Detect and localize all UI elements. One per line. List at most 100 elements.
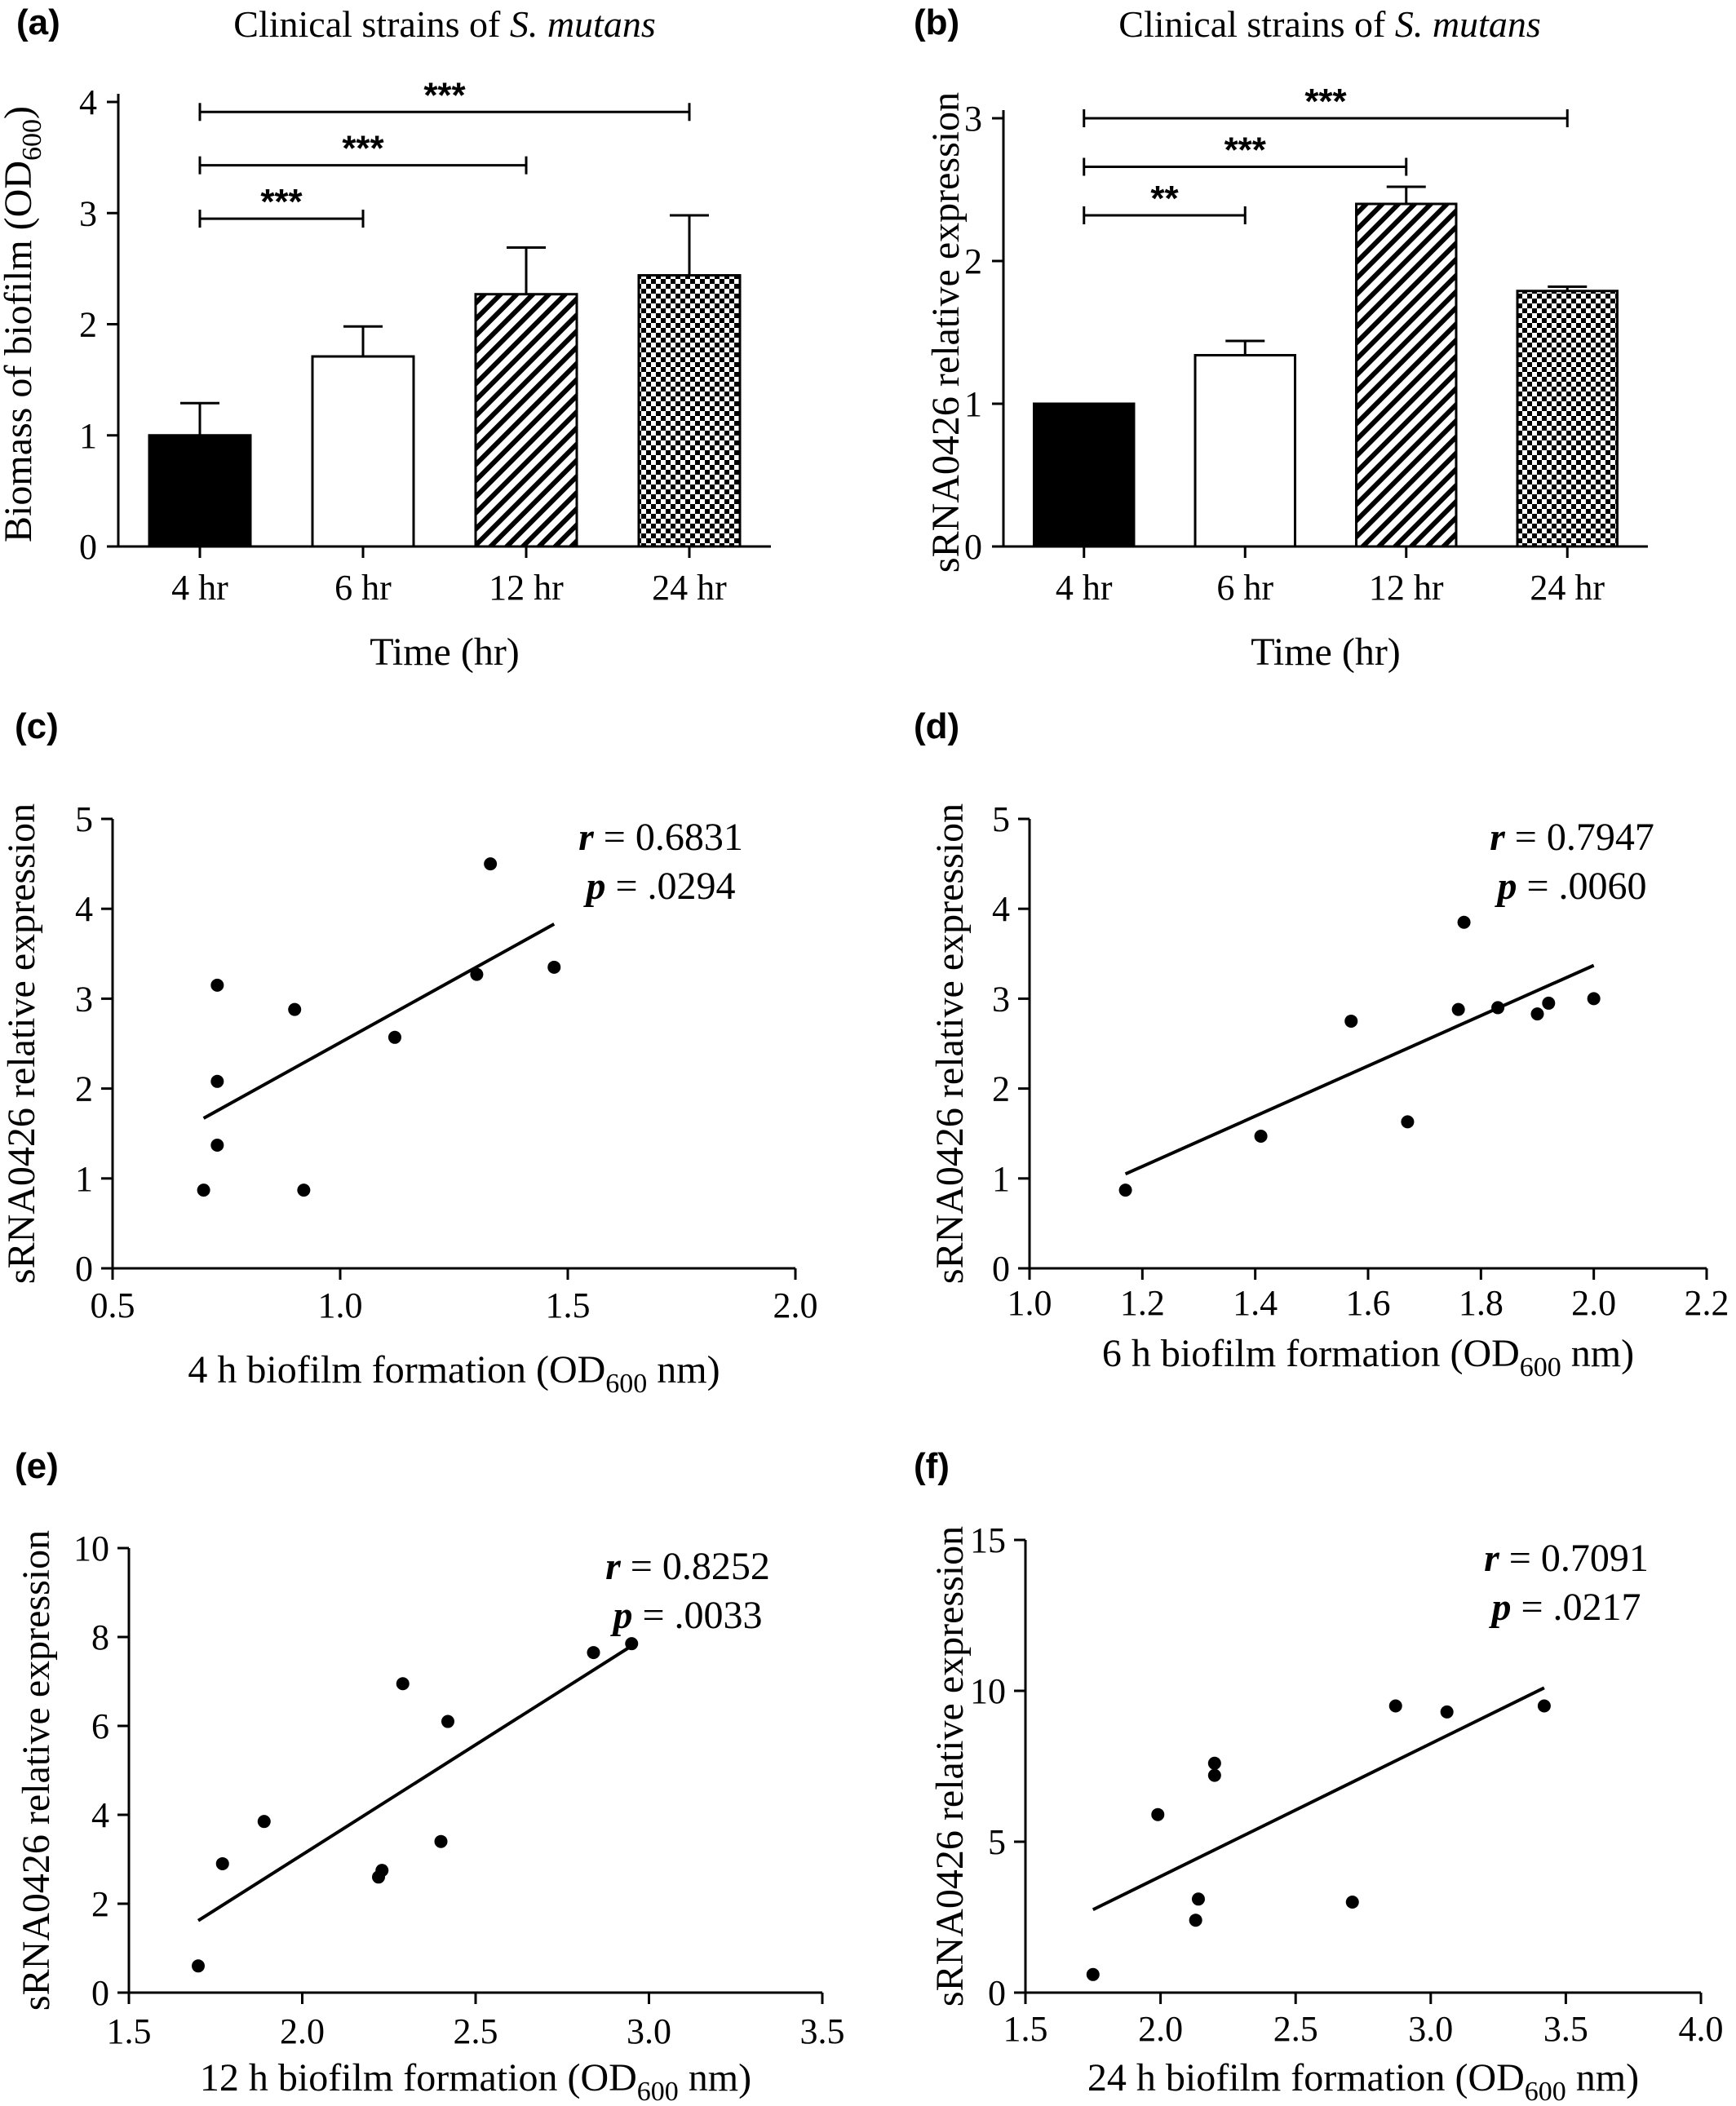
x-tick-label: 1.8: [1459, 1283, 1504, 1323]
y-tick-label: 4: [75, 889, 93, 929]
bar-4hr: [148, 434, 252, 548]
x-axis-label: Time (hr): [370, 630, 520, 674]
significance-stars: ***: [342, 129, 384, 169]
x-axis-label: 24 h biofilm formation (OD600 nm): [1087, 2056, 1639, 2106]
x-tick-label: 3.0: [1408, 2009, 1453, 2049]
x-axis-label: 4 h biofilm formation (OD600 nm): [188, 1348, 720, 1399]
y-tick-label: 10: [970, 1671, 1006, 1711]
y-tick-label: 5: [992, 799, 1010, 839]
data-point: [197, 1184, 210, 1197]
p-statistic: p = .0033: [609, 1594, 762, 1637]
bar-24hr: [637, 274, 742, 548]
y-axis-label: sRNA0426 relative expression: [924, 92, 968, 573]
data-point: [1254, 1130, 1268, 1144]
x-tick-label: 1.5: [546, 1285, 591, 1325]
data-point: [1587, 992, 1601, 1006]
x-tick-label: 4 hr: [1056, 568, 1113, 608]
y-tick-label: 1: [79, 416, 97, 456]
x-tick-label: 6 hr: [334, 568, 392, 608]
y-tick-label: 0: [988, 1973, 1006, 2013]
data-point: [434, 1834, 448, 1848]
data-point: [1388, 1699, 1402, 1713]
x-tick-label: 4 hr: [171, 568, 228, 608]
data-point: [1530, 1007, 1544, 1021]
data-point: [288, 1002, 302, 1016]
x-tick-label: 24 hr: [652, 568, 727, 608]
y-tick-label: 0: [79, 527, 97, 567]
x-axis-label: 12 h biofilm formation (OD600 nm): [200, 2056, 751, 2106]
y-tick-label: 0: [91, 1973, 109, 2013]
regression-line: [1092, 1686, 1545, 1912]
data-point: [297, 1184, 311, 1197]
y-axis-label: sRNA0426 relative expression: [15, 1530, 58, 2011]
y-tick-label: 3: [75, 979, 93, 1019]
y-tick-label: 4: [79, 82, 97, 122]
x-tick-label: 2.5: [454, 2011, 498, 2051]
data-point: [441, 1714, 454, 1728]
significance-stars: ***: [1224, 131, 1267, 170]
panel-d: (d) 1.0 1.2 1.4 1.6 1.8 2.0 2.2 0 1 2 3 4 5 r = 0.7947…: [914, 706, 1729, 1383]
panel-label: (f): [914, 1446, 950, 1486]
y-tick-label: 0: [75, 1249, 93, 1289]
data-point: [1151, 1807, 1165, 1821]
y-tick-label: 3: [964, 99, 982, 139]
x-tick-label: 1.4: [1233, 1283, 1278, 1323]
x-tick-label: 1.2: [1120, 1283, 1165, 1323]
significance-stars: **: [1150, 179, 1179, 219]
y-tick-label: 2: [75, 1069, 93, 1109]
x-tick-label: 1.5: [107, 2011, 152, 2051]
data-point: [1118, 1184, 1132, 1197]
bar-6hr: [311, 355, 415, 548]
x-tick-label: 3.5: [1543, 2009, 1588, 2049]
bar-12hr: [474, 293, 578, 548]
x-tick-label: 3.5: [800, 2011, 845, 2051]
data-point: [484, 857, 498, 871]
panel-label: (d): [914, 706, 959, 746]
y-tick-label: 5: [988, 1822, 1006, 1862]
x-tick-label: 6 hr: [1216, 568, 1273, 608]
panel-a: (a) Clinical strains of S. mutans 0 1 2 3 4 4 h…: [0, 2, 771, 674]
panel-e: (e) 1.5 2.0 2.5 3.0 3.5 0 2 4 6 8 10 r = 0.8252 p = .…: [15, 1446, 845, 2106]
x-axis-label: 6 h biofilm formation (OD600 nm): [1102, 1332, 1634, 1383]
data-point: [215, 1856, 229, 1870]
data-point: [210, 978, 224, 992]
data-point: [1537, 1699, 1551, 1713]
x-tick-label: 3.0: [627, 2011, 671, 2051]
data-point: [625, 1637, 639, 1651]
data-point: [587, 1646, 600, 1660]
r-statistic: r = 0.7091: [1484, 1537, 1649, 1580]
y-tick-label: 1: [964, 384, 982, 424]
y-axis-label: sRNA0426 relative expression: [928, 1526, 972, 2006]
x-tick-label: 2.0: [280, 2011, 325, 2051]
data-point: [192, 1959, 205, 1973]
regression-line: [202, 922, 556, 1120]
y-axis-label: Biomass of biofilm (OD600): [0, 106, 47, 542]
data-point: [1457, 915, 1471, 929]
y-tick-label: 1: [992, 1159, 1010, 1199]
panel-label: (a): [16, 2, 60, 42]
bar-4hr: [1033, 402, 1136, 548]
significance-stars: ***: [260, 182, 303, 222]
data-point: [388, 1030, 401, 1044]
x-tick-label: 24 hr: [1530, 568, 1605, 608]
data-point: [210, 1074, 224, 1088]
x-tick-label: 12 hr: [1369, 568, 1444, 608]
x-tick-label: 2.5: [1273, 2009, 1318, 2049]
y-tick-label: 6: [91, 1706, 109, 1746]
p-statistic: p = .0217: [1488, 1586, 1641, 1629]
data-point: [1401, 1115, 1415, 1129]
bar-24hr: [1516, 290, 1619, 548]
data-point: [257, 1815, 271, 1829]
y-tick-label: 4: [992, 889, 1010, 929]
y-tick-label: 2: [964, 241, 982, 281]
x-tick-label: 12 hr: [489, 568, 564, 608]
y-tick-label: 1: [75, 1159, 93, 1199]
data-point: [1451, 1002, 1465, 1016]
data-point: [1344, 1014, 1358, 1028]
p-statistic: p = .0294: [582, 865, 735, 908]
data-point: [1542, 996, 1556, 1010]
data-point: [1191, 1892, 1205, 1906]
x-tick-label: 2.2: [1685, 1283, 1729, 1323]
